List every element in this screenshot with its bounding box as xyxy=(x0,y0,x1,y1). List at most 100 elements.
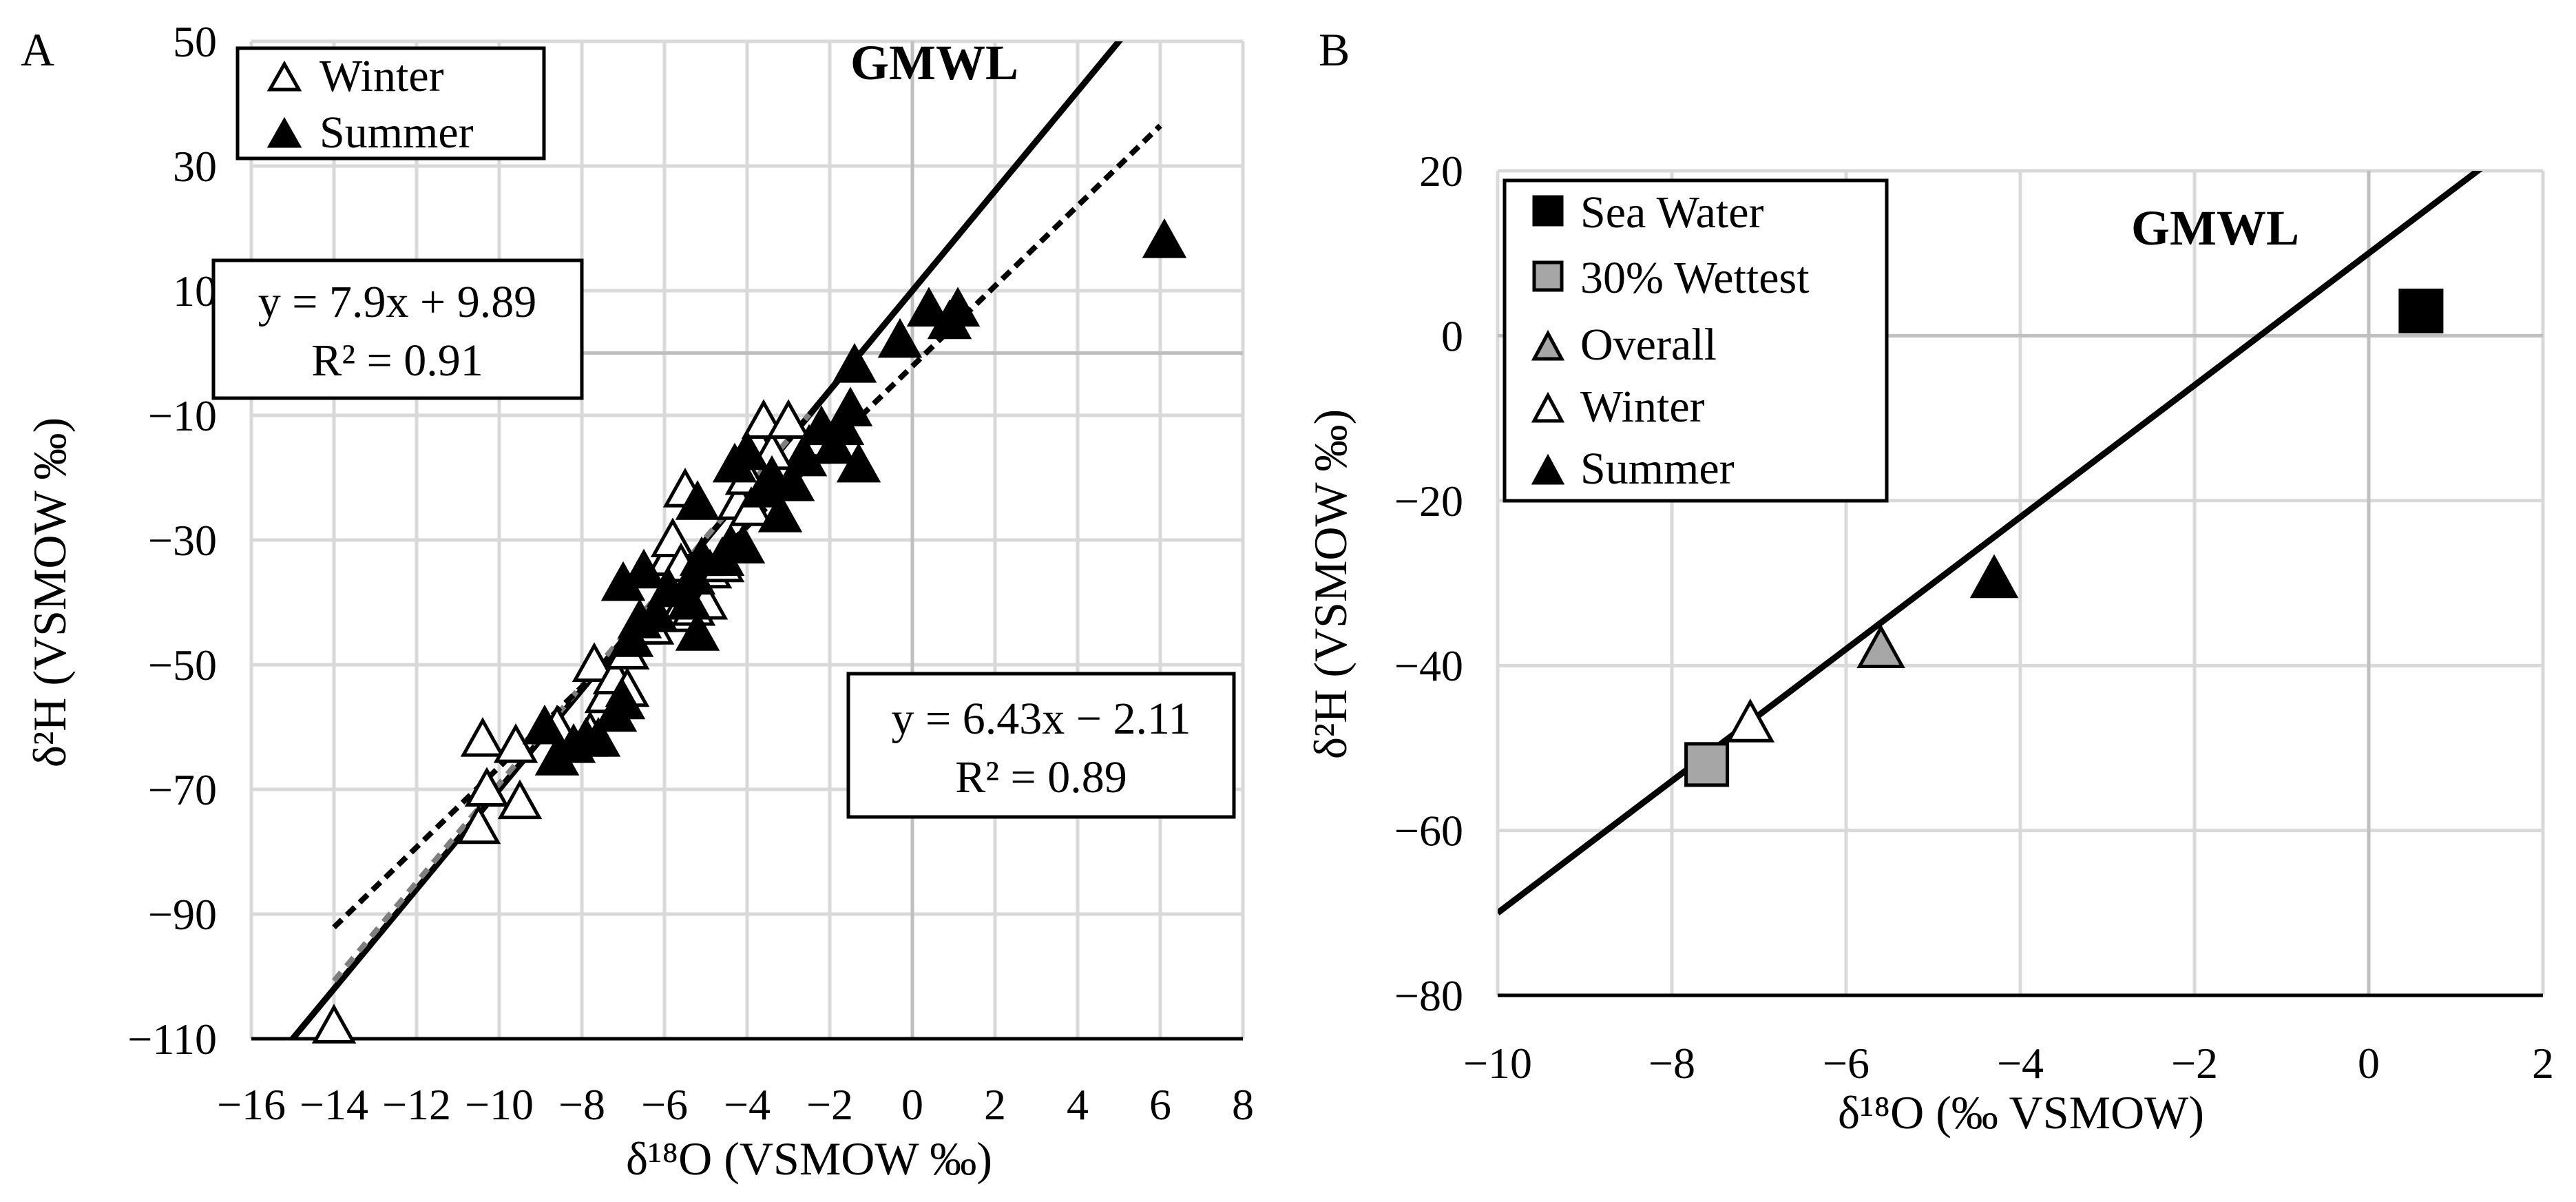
panel-b-y-tick-label: −20 xyxy=(1394,477,1463,526)
summer-equation: y = 6.43x − 2.11 xyxy=(892,694,1191,744)
panel-a-winter-point xyxy=(572,642,617,682)
panel-a-summer-point xyxy=(1142,218,1187,258)
panel-a-legend: Winter Summer xyxy=(235,46,546,160)
panel-b-x-tick-label: −8 xyxy=(1648,1039,1695,1088)
panel-b-x-tick-label: 2 xyxy=(2532,1039,2554,1088)
panel-a-winter-point xyxy=(460,716,505,757)
panel-a-x-tick-label: 6 xyxy=(1149,1080,1171,1129)
legend-b-summer-label: Summer xyxy=(1580,444,1735,494)
panel-a-y-tick-label: 10 xyxy=(173,267,217,315)
panel-b-x-tick-label: −4 xyxy=(1997,1039,2044,1088)
panel-a-summer-point xyxy=(877,318,923,358)
panel-a-y-tick-label: −10 xyxy=(148,391,217,440)
panel-a-y-tick-label: −30 xyxy=(148,516,217,565)
panel-a-x-tick-label: −12 xyxy=(382,1080,451,1129)
panel-b-y-tick-label: 20 xyxy=(1419,147,1463,196)
legend-summer-marker xyxy=(266,116,302,148)
panel-a-x-axis-label: δ¹⁸O (VSMOW ‰) xyxy=(626,1132,992,1185)
panel-a-summer-point xyxy=(724,430,770,470)
panel-a-y-tick-label: −70 xyxy=(148,765,217,814)
panel-a-y-tick-label: −110 xyxy=(127,1015,217,1064)
legend-winter-marker xyxy=(266,60,302,92)
panel-a-summer-point xyxy=(906,287,952,327)
legend-winter-label: Winter xyxy=(320,51,444,101)
panel-b-x-tick-label: −10 xyxy=(1463,1039,1532,1088)
panel-a-summer-point xyxy=(600,679,646,720)
winter-equation-box: y = 7.9x + 9.89 R² = 0.91 xyxy=(211,258,584,400)
panel-a-x-tick-label: 8 xyxy=(1232,1080,1254,1129)
panel-b-legend: Sea Water 30% Wettest Overall Winter Sum… xyxy=(1502,178,1889,503)
legend-30-wettest-marker xyxy=(1532,260,1564,292)
panel-a-x-tick-label: −6 xyxy=(641,1080,688,1129)
panel-a-y-axis-label: δ²H (VSMOW ‰) xyxy=(23,417,76,767)
panel-a-x-tick-label: 4 xyxy=(1067,1080,1089,1129)
panel-b-x-tick-label: −2 xyxy=(2171,1039,2218,1088)
legend-overall-marker xyxy=(1531,329,1565,361)
legend-sea-water-label: Sea Water xyxy=(1580,187,1764,238)
panel-a-summer-point xyxy=(675,611,720,651)
panel-a-winter-point xyxy=(311,1004,357,1044)
summer-equation-box: y = 6.43x − 2.11 R² = 0.89 xyxy=(846,672,1236,819)
panel-a-chart: A −16 −14 −12 −10 −8 −6 −4 −2 0 2 4 6 8 −110 −90 −70 −5… xyxy=(21,17,1254,1185)
panel-a-y-tick-label: −50 xyxy=(148,641,217,690)
panel-a-summer-point xyxy=(757,493,803,532)
panel-a-summer-point xyxy=(935,287,981,327)
panel-b-y-tick-label: −80 xyxy=(1394,971,1463,1020)
panel-a-x-tick-label: −14 xyxy=(300,1080,368,1129)
legend-sea-water-marker xyxy=(1532,195,1564,227)
panel-a-summer-trendline xyxy=(332,123,1162,930)
panel-a-x-tick-label: −16 xyxy=(217,1080,286,1129)
panel-b-legend-box xyxy=(1502,178,1889,503)
panel-a-summer-point xyxy=(832,342,877,383)
panel-b-x-tick-label: 0 xyxy=(2358,1039,2380,1088)
legend-overall-label: Overall xyxy=(1580,320,1717,370)
panel-b-x-tick-label: −6 xyxy=(1823,1039,1870,1088)
panel-b-sea-water-point xyxy=(2398,288,2444,333)
panel-a-y-tick-label: 50 xyxy=(173,17,217,66)
panel-a-winter-point xyxy=(456,804,501,844)
panel-a-summer-point xyxy=(770,461,815,501)
panel-a-summer-point xyxy=(522,704,567,745)
winter-equation: y = 7.9x + 9.89 xyxy=(258,277,536,327)
panel-b-label: B xyxy=(1319,23,1350,76)
panel-b-overall-point xyxy=(1856,624,1905,668)
panel-a-gmwl-label: GMWL xyxy=(850,35,1018,90)
winter-r-squared: R² = 0.91 xyxy=(311,335,483,386)
panel-b-30-wettest-point xyxy=(1684,742,1730,787)
legend-summer-label: Summer xyxy=(320,107,474,158)
panel-a-winter-point xyxy=(497,779,543,820)
panel-b-gmwl-line xyxy=(1498,171,2483,915)
panel-b-y-tick-label: 0 xyxy=(1441,311,1463,360)
panel-a-y-tick-label: −90 xyxy=(148,890,217,939)
panel-a-summer-point xyxy=(836,442,881,483)
panel-a-x-tick-label: −2 xyxy=(806,1080,853,1129)
panel-a-label: A xyxy=(21,23,54,76)
panel-b-x-axis-label: δ¹⁸O (‰ VSMOW) xyxy=(1838,1086,2204,1139)
legend-b-winter-marker xyxy=(1531,391,1565,423)
summer-r-squared: R² = 0.89 xyxy=(955,752,1127,802)
panel-a-summer-point xyxy=(576,716,621,757)
panel-b-gmwl-label: GMWL xyxy=(2131,200,2299,256)
panel-a-summer-point xyxy=(633,592,679,632)
panel-a-summer-point xyxy=(621,548,667,589)
panel-a-x-tick-label: −10 xyxy=(465,1080,534,1129)
legend-b-winter-label: Winter xyxy=(1580,382,1705,432)
panel-a-x-tick-label: −8 xyxy=(558,1080,605,1129)
panel-b-winter-point xyxy=(1726,698,1775,743)
panel-a-x-tick-label: 0 xyxy=(901,1080,923,1129)
panel-b-y-axis-label: δ²H (VSMOW ‰) xyxy=(1304,409,1357,759)
panel-a-summer-point xyxy=(720,524,766,564)
panel-a-summer-point xyxy=(782,436,828,477)
panel-a-summer-point xyxy=(667,579,712,620)
panel-a-x-tick-label: −4 xyxy=(724,1080,771,1129)
panel-a-winter-point xyxy=(766,399,811,439)
panel-a-x-tick-label: 2 xyxy=(984,1080,1006,1129)
panel-b-summer-point xyxy=(1969,554,2019,599)
legend-30-wettest-label: 30% Wettest xyxy=(1580,253,1810,303)
panel-a-y-tick-label: 30 xyxy=(173,142,217,191)
panel-b-y-tick-label: −60 xyxy=(1394,807,1463,856)
panel-a-summer-point xyxy=(675,480,720,520)
panel-a-summer-point xyxy=(828,386,873,426)
